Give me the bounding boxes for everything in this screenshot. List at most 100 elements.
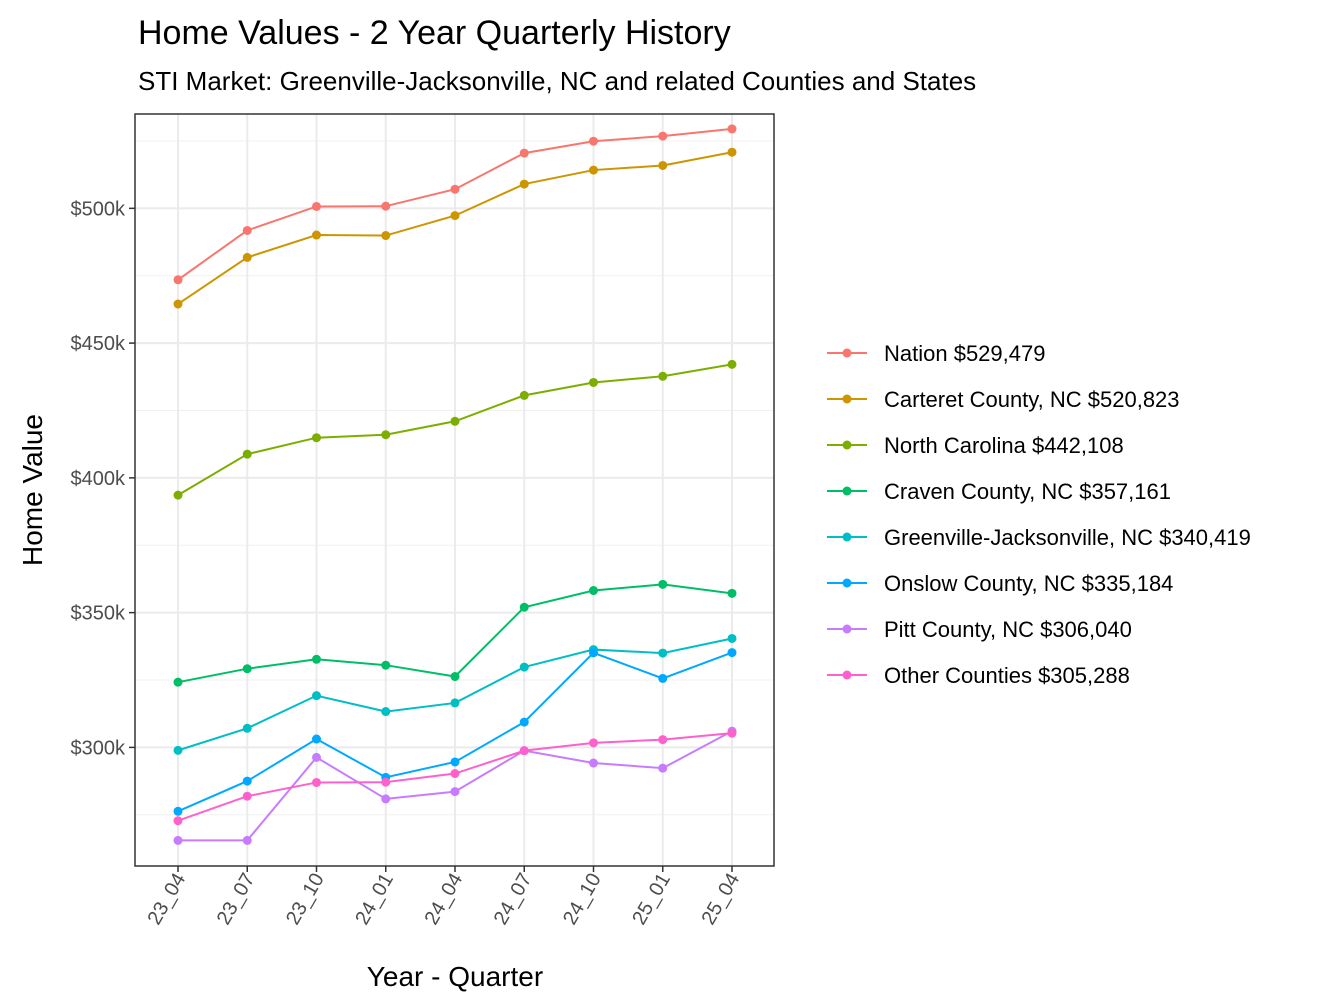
x-tick-label: 24_01 <box>351 870 398 929</box>
x-tick-label: 23_10 <box>282 870 329 929</box>
data-point <box>381 430 391 440</box>
legend-item: Other Counties $305,288 <box>827 663 1130 688</box>
x-tick-label: 23_04 <box>143 870 190 929</box>
legend-item: Nation $529,479 <box>827 341 1045 366</box>
chart-title: Home Values - 2 Year Quarterly History <box>138 14 731 52</box>
data-point <box>519 662 529 672</box>
data-point <box>312 433 321 443</box>
data-point <box>589 738 598 748</box>
data-point <box>381 201 391 211</box>
legend-key-point <box>842 486 852 496</box>
legend-label: Nation $529,479 <box>884 341 1045 366</box>
legend-label: Craven County, NC $357,161 <box>884 479 1171 504</box>
data-point <box>658 648 668 658</box>
data-point <box>727 633 737 643</box>
data-point <box>589 648 598 658</box>
data-point <box>242 791 252 801</box>
data-point <box>658 673 668 683</box>
data-point <box>381 707 391 717</box>
data-point <box>312 777 321 787</box>
data-point <box>173 806 183 816</box>
data-point <box>381 231 391 241</box>
data-point <box>519 390 529 400</box>
legend-label: Greenville-Jacksonville, NC $340,419 <box>884 525 1251 550</box>
legend-label: Carteret County, NC $520,823 <box>884 387 1180 412</box>
legend-item: Onslow County, NC $335,184 <box>827 571 1173 596</box>
data-point <box>173 299 183 309</box>
data-point <box>381 660 391 670</box>
data-point <box>519 148 529 158</box>
data-point <box>450 416 460 426</box>
data-point <box>312 230 321 240</box>
y-axis: $300k $350k $400k $450k $500k <box>71 198 135 759</box>
legend-item: Greenville-Jacksonville, NC $340,419 <box>827 525 1251 550</box>
legend-key-point <box>842 578 852 588</box>
data-point <box>658 160 668 170</box>
y-tick-label: $400k <box>71 468 126 490</box>
data-point <box>450 787 460 797</box>
series-other-counties-305-288 <box>173 728 737 826</box>
legend-key-point <box>842 348 852 358</box>
data-point <box>173 677 183 687</box>
data-point <box>450 672 460 682</box>
legend-key-point <box>842 670 852 680</box>
data-point <box>589 377 598 387</box>
data-point <box>381 777 391 787</box>
data-point <box>450 211 460 221</box>
legend-label: Other Counties $305,288 <box>884 663 1130 688</box>
data-point <box>312 691 321 701</box>
series-north-carolina-442-108 <box>173 359 737 500</box>
data-point <box>312 734 321 744</box>
legend-key-point <box>842 440 852 450</box>
y-tick-label: $350k <box>71 603 126 625</box>
legend: Nation $529,479 Carteret County, NC $520,… <box>827 341 1251 688</box>
data-point <box>312 654 321 664</box>
legend-key-point <box>842 532 852 542</box>
data-point <box>312 752 321 762</box>
data-point <box>658 131 668 141</box>
x-tick-label: 24_10 <box>559 870 606 929</box>
data-point <box>242 252 252 262</box>
y-tick-label: $300k <box>71 737 126 759</box>
legend-label: Onslow County, NC $335,184 <box>884 571 1173 596</box>
legend-item: Craven County, NC $357,161 <box>827 479 1171 504</box>
series-craven-county-nc-357-161 <box>173 579 737 687</box>
x-tick-label: 23_07 <box>213 870 260 929</box>
data-point <box>727 588 737 598</box>
y-axis-title: Home Value <box>17 414 48 566</box>
series-onslow-county-nc-335-184 <box>173 648 737 816</box>
data-point <box>242 225 252 235</box>
data-point <box>727 648 737 658</box>
data-point <box>589 758 598 768</box>
x-tick-label: 24_04 <box>420 870 467 929</box>
legend-label: North Carolina $442,108 <box>884 433 1124 458</box>
data-point <box>519 602 529 612</box>
data-point <box>519 746 529 756</box>
data-point <box>519 179 529 189</box>
series-nation-529-479 <box>173 124 737 285</box>
data-point <box>381 794 391 804</box>
data-point <box>727 124 737 134</box>
data-point <box>727 728 737 738</box>
data-point <box>173 490 183 500</box>
legend-key-point <box>842 624 852 634</box>
data-point <box>242 835 252 845</box>
legend-item: North Carolina $442,108 <box>827 433 1124 458</box>
data-point <box>589 586 598 596</box>
data-point <box>658 371 668 381</box>
y-tick-label: $450k <box>71 333 126 355</box>
data-point <box>658 735 668 745</box>
data-point <box>242 776 252 786</box>
x-axis-title: Year - Quarter <box>367 961 543 992</box>
data-point <box>242 664 252 674</box>
x-axis: 23_04 23_07 23_10 24_01 24_04 24_07 24_10 25_01… <box>143 866 744 929</box>
chart-subtitle: STI Market: Greenville-Jacksonville, NC … <box>138 66 976 96</box>
data-point <box>173 816 183 826</box>
data-point <box>450 769 460 779</box>
data-point <box>658 763 668 773</box>
data-point <box>727 147 737 157</box>
series-layer <box>173 124 737 845</box>
data-point <box>173 275 183 285</box>
x-tick-label: 25_01 <box>628 870 675 929</box>
